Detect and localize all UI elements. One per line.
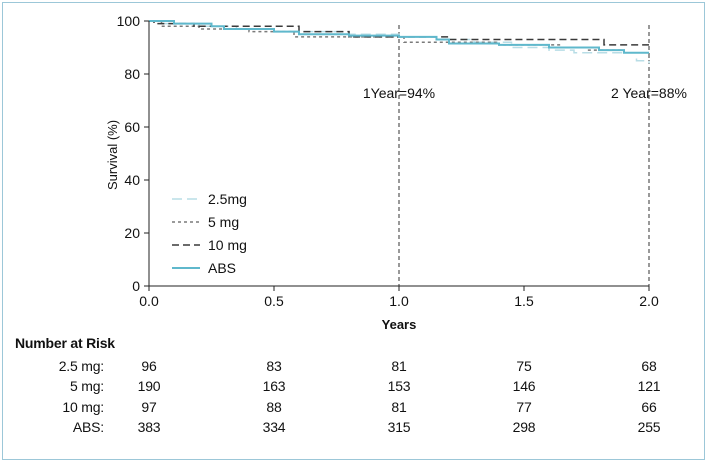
x-tick-label: 1.0 [389, 293, 409, 309]
x-tick-label: 0.5 [264, 293, 284, 309]
legend-label: 2.5mg [208, 191, 247, 207]
series-line-5mg [149, 20, 650, 59]
legend-label: ABS [208, 260, 236, 276]
legend-label: 5 mg [208, 214, 239, 230]
y-tick-label: 80 [124, 66, 140, 82]
series-line-abs [149, 20, 649, 54]
y-tick-label: 20 [124, 225, 140, 241]
chart-frame [2, 2, 705, 460]
x-tick-label: 2.0 [639, 293, 659, 309]
y-axis-label: Survival (%) [105, 120, 120, 190]
y-tick-label: 40 [124, 172, 140, 188]
annotation-1: 1Year=94% [363, 85, 435, 101]
annotation-2: 2 Year=88% [611, 85, 687, 101]
y-tick-label: 100 [117, 13, 141, 29]
y-tick-label: 60 [124, 119, 140, 135]
x-tick-label: 1.5 [514, 293, 534, 309]
x-axis-label: Years [382, 317, 417, 332]
y-tick-label: 0 [132, 278, 140, 294]
x-tick-label: 0.0 [139, 293, 159, 309]
legend-label: 10 mg [208, 237, 247, 253]
